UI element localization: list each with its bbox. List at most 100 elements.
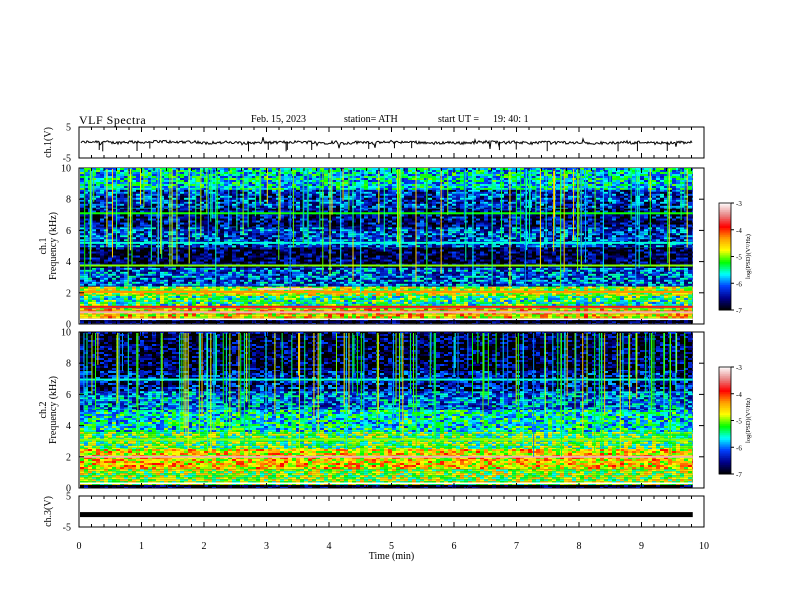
ch1-spectrogram-panel-cell (156, 304, 160, 306)
ch1-spectrogram-panel-cell (80, 274, 84, 276)
ch1-spectrogram-panel-cell (284, 248, 288, 250)
ch1-spectrogram-panel-cell (356, 274, 360, 276)
ch1-spectrogram-panel-cell (292, 270, 296, 272)
ch1-spectrogram-panel-cell (636, 308, 640, 310)
ch1-spectrogram-panel-cell (200, 298, 204, 300)
ch1-spectrogram-panel-cell (644, 321, 648, 323)
ch1-spectrogram-panel-cell (560, 298, 564, 300)
ch1-spectrogram-panel-cell (216, 304, 220, 306)
ch1-spectrogram-panel-cell (536, 276, 540, 278)
ch1-spectrogram-panel-cell (548, 286, 552, 287)
ch1-spectrogram-panel-cell (368, 268, 372, 270)
ch1-spectrogram-panel-cell (548, 276, 552, 278)
ch1-spectrogram-panel-cell (116, 296, 120, 298)
ch1-spectrogram-panel-cell (644, 298, 648, 300)
ch1-spectrogram-panel-cell (620, 289, 624, 291)
ch1-spectrogram-panel-cell (612, 323, 616, 324)
ch1-spectrogram-panel-cell (624, 276, 628, 278)
ch1-spectrogram-panel-cell (256, 304, 260, 306)
ch1-spectrogram-panel-cell (136, 274, 140, 276)
ch1-spectrogram-panel-cell (272, 272, 276, 274)
ch1-spectrogram-panel-cell (440, 295, 444, 296)
ch1-spectrogram-panel-cell (312, 302, 316, 304)
ch1-spectrogram-panel-cell (660, 321, 664, 323)
ch1-spectrogram-panel-cell (452, 276, 456, 278)
ch1-spectrogram-panel-cell (620, 274, 624, 276)
ch1-spectrogram-panel-cell (480, 268, 484, 270)
ch1-spectrogram-panel-cell (432, 314, 436, 316)
ch1-spectrogram-panel-cell (172, 304, 176, 306)
ch1-spectrogram-panel-cell (332, 289, 336, 291)
ch1-spectrogram-panel-cell (540, 300, 544, 302)
ch1-spectrogram-panel-cell (368, 323, 372, 324)
ch1-spectrogram-panel-cell (612, 308, 616, 310)
ch1-spectrogram-panel-cell (196, 302, 200, 304)
ch1-spectrogram-panel-cell (384, 272, 388, 274)
ch1-spectrogram-panel-cell (124, 276, 128, 278)
ch1-spectrogram-panel-cell (576, 276, 580, 278)
ch1-spectrogram-panel-cell (568, 274, 572, 276)
ch1-spectrogram-panel-cell (364, 270, 368, 272)
ch1-spectrogram-panel-cell (500, 323, 504, 324)
ch1-spectrogram-panel-cell (632, 300, 636, 302)
ch1-spectrogram-panel-cell (588, 280, 592, 282)
ch1-spectrogram-panel-cell (232, 308, 236, 310)
ch1-spectrogram-panel-cell (96, 274, 100, 276)
ch1-spectrogram-panel-cell (224, 298, 228, 300)
ch1-spectrogram-panel-cell (416, 248, 420, 250)
ch1-spectrogram-panel-cell (356, 270, 360, 272)
ch1-spectrogram-panel-cell (628, 272, 632, 274)
ch1-spectrogram-panel-cell (488, 316, 492, 318)
ch1-spectrogram-panel-cell (464, 289, 468, 291)
ch1-spectrogram-panel-cell (472, 321, 476, 323)
ch1-spectrogram-panel-cell (188, 296, 192, 298)
ch1-spectrogram-panel-cell (256, 316, 260, 318)
ch1-spectrogram-panel-cell (456, 316, 460, 318)
ch1-spectrogram-panel-cell (148, 287, 152, 289)
ch1-spectrogram-panel-cell (156, 314, 160, 316)
ch1-spectrogram-panel-cell (180, 284, 184, 286)
ch1-spectrogram-panel-cell (380, 287, 384, 289)
ch1-spectrogram-panel-cell (368, 287, 372, 289)
ch1-spectrogram-panel-cell (528, 287, 532, 289)
ch1-spectrogram-panel-cell (380, 272, 384, 274)
ch1-spectrogram-panel-cell (284, 316, 288, 318)
ch1-spectrogram-panel-cell (620, 300, 624, 302)
ch1-spectrogram-panel-cell (556, 321, 560, 323)
ch1-spectrogram-panel-cell (332, 304, 336, 306)
ch1-spectrogram-panel-cell (108, 316, 112, 318)
ch1-spectrogram-panel-cell (344, 295, 348, 296)
ch1-spectrogram-panel-cell (540, 316, 544, 318)
ch1-spectrogram-panel-cell (304, 323, 308, 324)
ch1-spectrogram-panel-cell (212, 323, 216, 324)
ch1-spectrogram-panel-cell (592, 308, 596, 310)
ch1-spectrogram-panel-cell (196, 295, 200, 296)
ch1-spectrogram-panel-cell (668, 302, 672, 304)
ch1-spectrogram-panel-cell (132, 298, 136, 300)
ch1-spectrogram-panel-cell (144, 270, 148, 272)
ch1-spectrogram-panel-cell (144, 300, 148, 302)
ch1-spectrogram-panel-cell (572, 278, 576, 280)
ch1-spectrogram-panel-cell (688, 289, 692, 291)
ch1-spectrogram-panel-cell (628, 314, 632, 316)
ch1-spectrogram-panel-cell (440, 289, 444, 291)
ch1-spectrogram-panel-cell (92, 314, 96, 316)
ch1-spectrogram-panel-cell (680, 308, 684, 310)
ch1-spectrogram-panel-cell (588, 308, 592, 310)
ch1-spectrogram-panel-cell (236, 280, 240, 282)
ch1-spectrogram-panel-cell (680, 286, 684, 287)
ch1-spectrogram-panel-cell (672, 270, 676, 272)
ch1-spectrogram-panel-cell (620, 287, 624, 289)
ch1-spectrogram-panel-cell (468, 321, 472, 323)
ch1-spectrogram-panel-cell (624, 286, 628, 287)
ch1-spectrogram-panel-cell (92, 287, 96, 289)
ch1-spectrogram-panel-cell (408, 321, 412, 323)
ch1-spectrogram-panel-cell (412, 304, 416, 306)
ch1-spectrogram-panel-cell (400, 272, 404, 274)
ch1-spectrogram-panel-cell (272, 316, 276, 318)
ch1-spectrogram-panel-cell (132, 270, 136, 272)
ch1-spectrogram-panel-cell (356, 278, 360, 280)
ch1-spectrogram-panel-cell (676, 280, 680, 282)
ch1-spectrogram-panel-cell (528, 302, 532, 304)
ch1-spectrogram-panel-cell (548, 308, 552, 310)
